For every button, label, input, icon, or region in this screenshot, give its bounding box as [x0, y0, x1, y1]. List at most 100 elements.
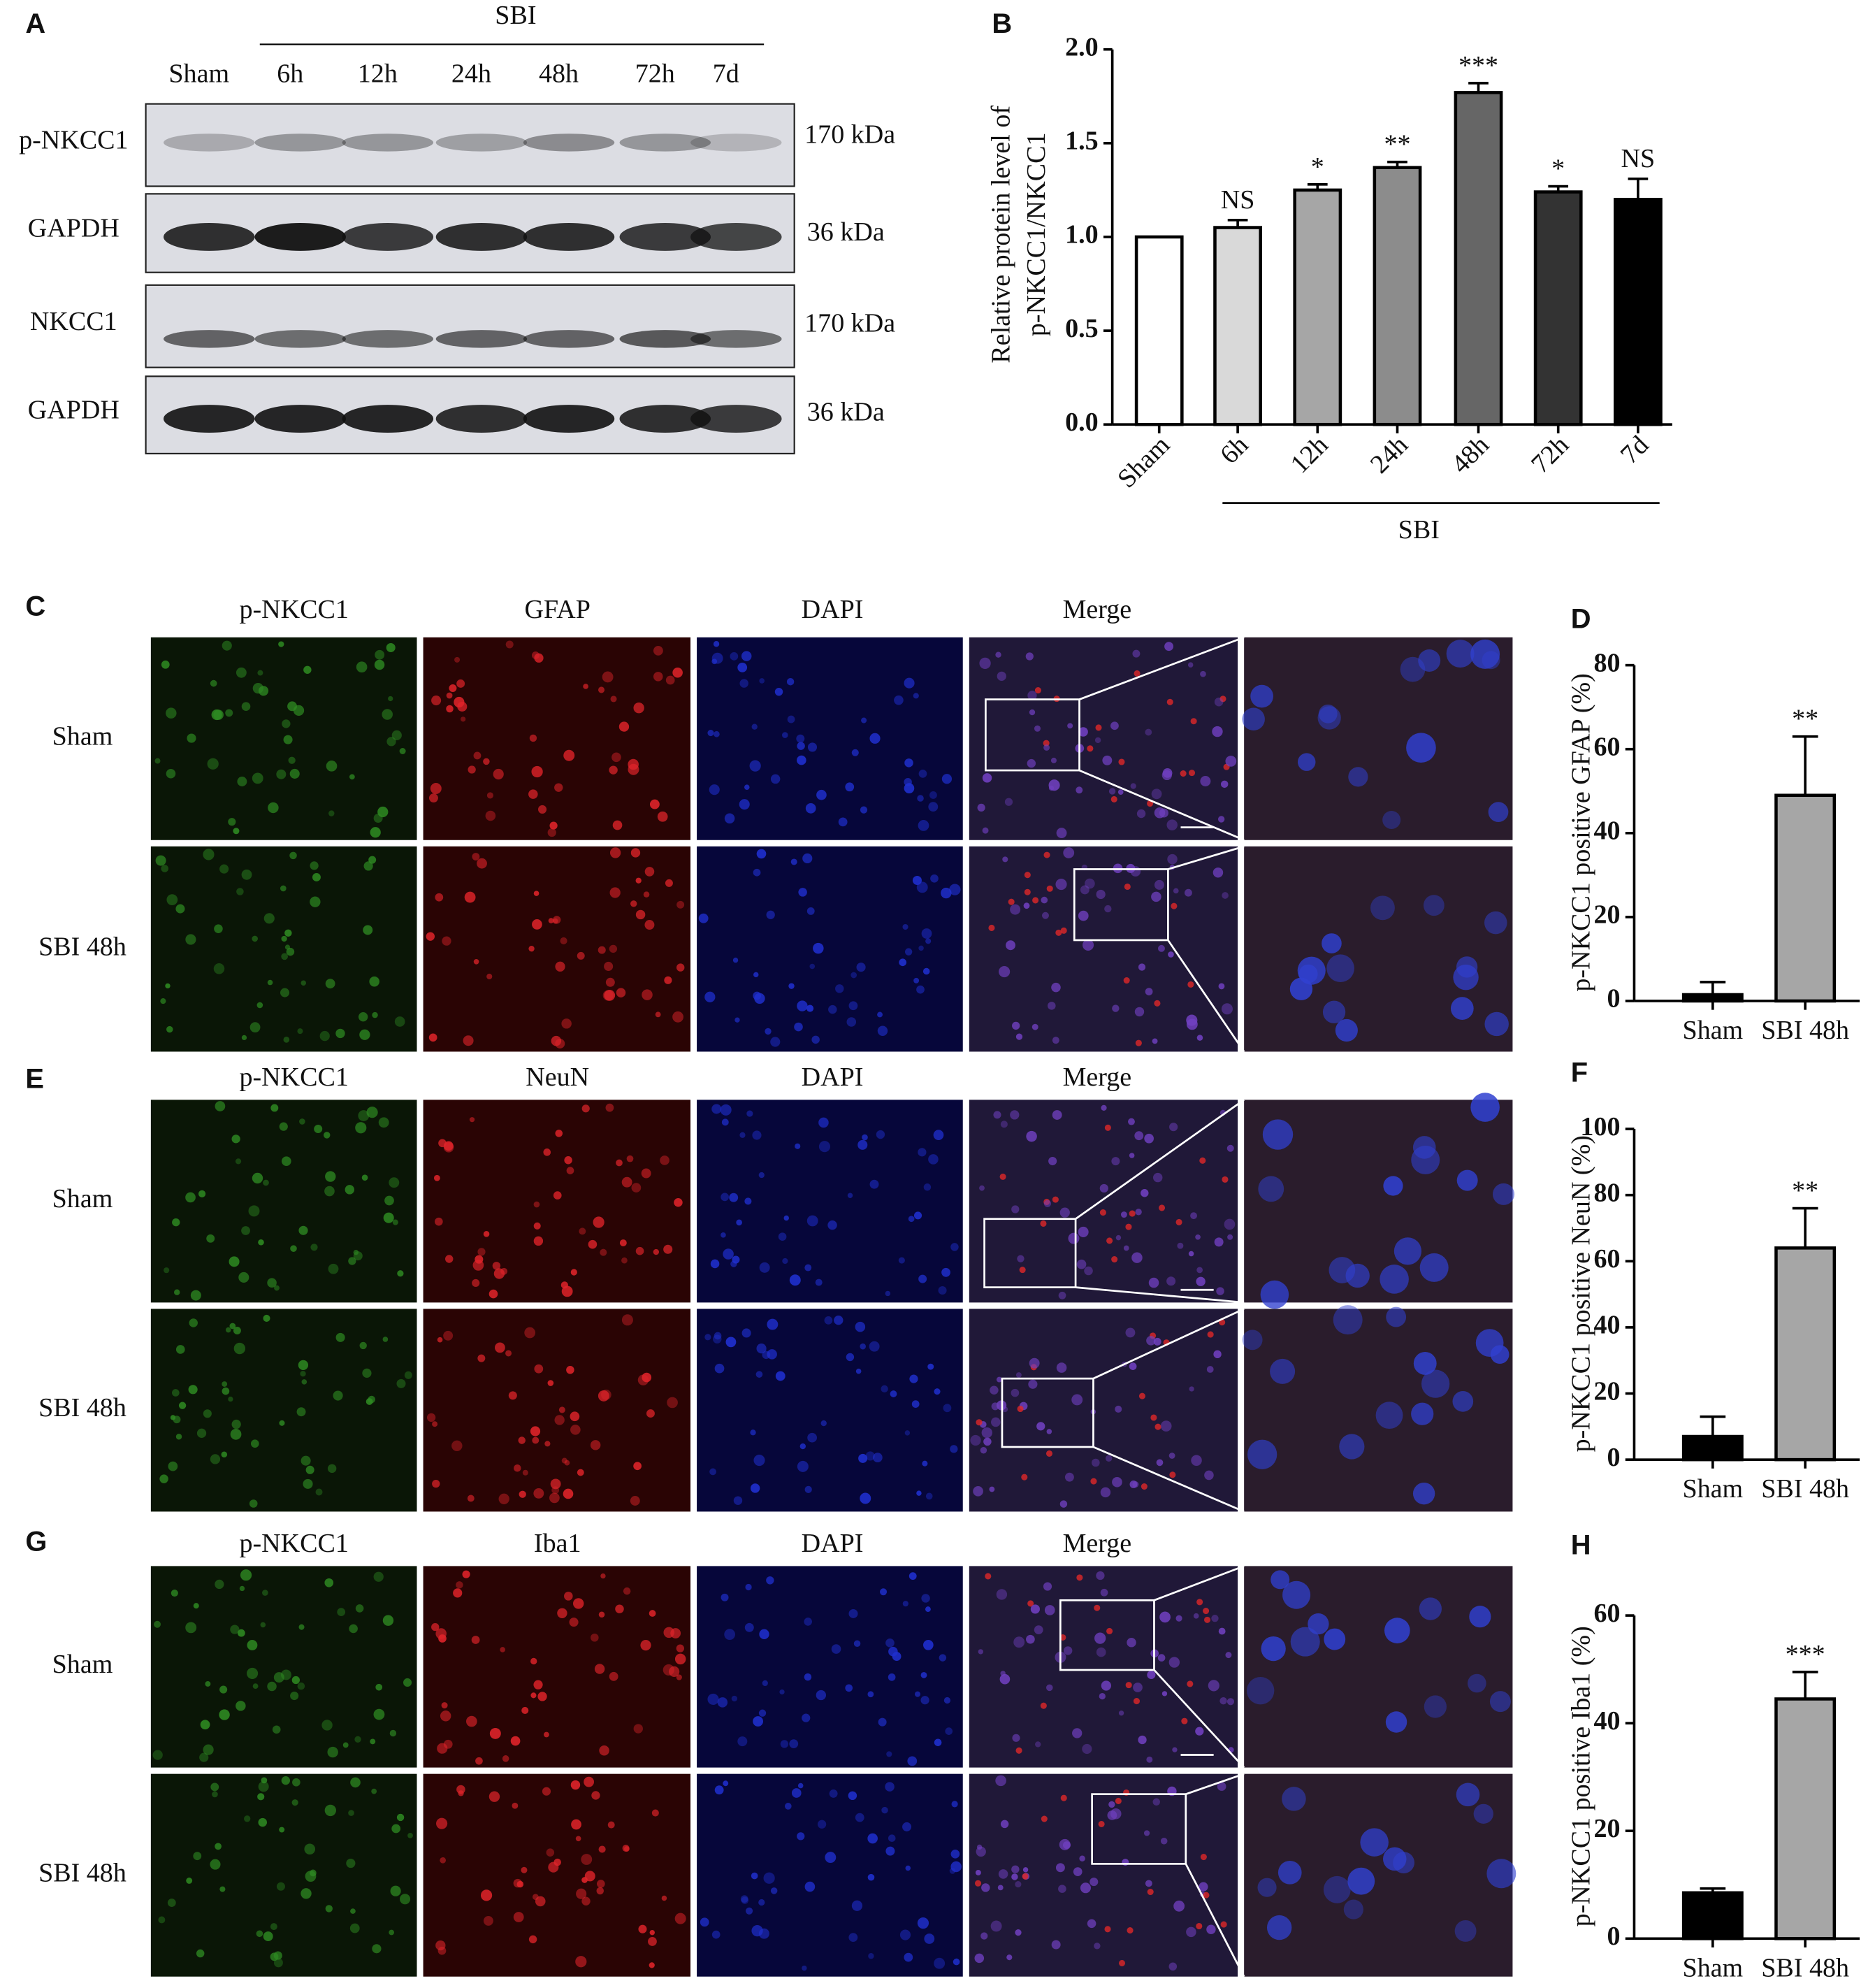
cell: [164, 1267, 170, 1274]
cell: [1335, 1018, 1358, 1042]
cell: [667, 1397, 678, 1409]
cell: [252, 1683, 259, 1689]
blot-size-label: 170 kDa: [804, 120, 895, 149]
cell: [463, 1035, 474, 1046]
cell: [988, 924, 995, 931]
cell: [631, 1183, 642, 1193]
micrograph: [697, 1773, 963, 1977]
cell: [609, 1671, 618, 1681]
cell: [1056, 1362, 1067, 1373]
cell: [1360, 1828, 1389, 1857]
cell: [721, 1193, 729, 1202]
channel-label: DAPI: [802, 1529, 864, 1558]
cell: [752, 1130, 762, 1140]
cell: [215, 1579, 224, 1590]
cell: [508, 1391, 517, 1400]
cell: [763, 1872, 775, 1884]
cell: [488, 1791, 500, 1802]
cell: [1105, 1455, 1113, 1462]
cell: [1322, 933, 1342, 953]
cell: [637, 1374, 649, 1385]
blot-box: [145, 103, 795, 187]
cell: [1145, 728, 1152, 736]
cell: [1104, 1124, 1111, 1131]
cell: [635, 877, 642, 884]
cell: [1261, 1636, 1286, 1662]
cell: [185, 1192, 196, 1203]
cell: [1060, 927, 1067, 934]
cell: [721, 1593, 729, 1601]
cell: [1035, 1741, 1041, 1748]
cell: [1406, 733, 1436, 763]
cell: [762, 1680, 768, 1687]
cell: [301, 1455, 311, 1466]
cell: [902, 923, 908, 930]
cell: [774, 687, 783, 696]
cell: [712, 1334, 722, 1344]
cell: [1185, 888, 1192, 897]
y-tick-label: 40: [1593, 1706, 1620, 1736]
cell: [435, 1217, 443, 1226]
cell: [467, 1494, 475, 1502]
cell: [1385, 1711, 1407, 1733]
cell: [1043, 1582, 1052, 1591]
panel-label: H: [1571, 1530, 1591, 1561]
cell: [741, 651, 752, 661]
blot-band: [619, 134, 711, 152]
cell: [918, 1274, 927, 1283]
cell: [1144, 1133, 1154, 1144]
micrograph-bg: [423, 1773, 691, 1977]
cell: [951, 1801, 958, 1808]
cell: [1193, 1613, 1199, 1619]
cell: [612, 820, 623, 830]
cell: [533, 1201, 540, 1208]
cell: [1011, 1205, 1020, 1213]
cell: [1000, 1820, 1009, 1829]
cell: [1160, 1420, 1172, 1432]
micrograph: [1242, 637, 1513, 840]
cell: [588, 1239, 598, 1249]
cell: [855, 1368, 862, 1374]
y-axis-label: p-NKCC1 positive NeuN (%): [1567, 1135, 1596, 1452]
lane-label: 6h: [277, 59, 303, 88]
cell: [1043, 1200, 1052, 1207]
cell: [720, 1104, 732, 1116]
cell: [1029, 1357, 1040, 1369]
channel-label: Merge: [1063, 1529, 1132, 1558]
cell: [554, 783, 563, 792]
cell: [345, 1185, 355, 1195]
cell: [301, 1888, 312, 1899]
cell: [911, 1400, 920, 1408]
cell: [862, 1134, 868, 1141]
cell: [391, 1824, 401, 1834]
cell: [358, 1110, 370, 1121]
cell: [284, 929, 292, 937]
cell: [1168, 1962, 1178, 1971]
cell: [281, 1776, 290, 1785]
cell: [847, 1193, 853, 1198]
cell: [1188, 1251, 1194, 1257]
cell: [1171, 902, 1178, 909]
micrograph: [1244, 1566, 1513, 1768]
blot-size-label: 36 kDa: [807, 397, 885, 426]
cell: [974, 1953, 985, 1964]
cell: [370, 827, 381, 838]
cell: [767, 1349, 777, 1360]
cell: [1011, 1388, 1020, 1397]
cell: [210, 1782, 219, 1792]
micrograph: [423, 1566, 691, 1768]
y-axis-label: p-NKCC1/NKCC1: [1022, 132, 1051, 336]
cell: [1128, 1118, 1135, 1125]
cell: [561, 1018, 572, 1029]
cell: [257, 1793, 265, 1801]
cell: [214, 924, 223, 933]
cell: [941, 774, 953, 784]
cell: [756, 1344, 767, 1354]
cell: [596, 1887, 604, 1895]
cell: [649, 799, 660, 809]
cell: [717, 1697, 728, 1708]
cell: [1212, 726, 1223, 737]
cell: [853, 1640, 861, 1647]
cell: [609, 887, 621, 898]
cell: [1469, 1606, 1491, 1628]
